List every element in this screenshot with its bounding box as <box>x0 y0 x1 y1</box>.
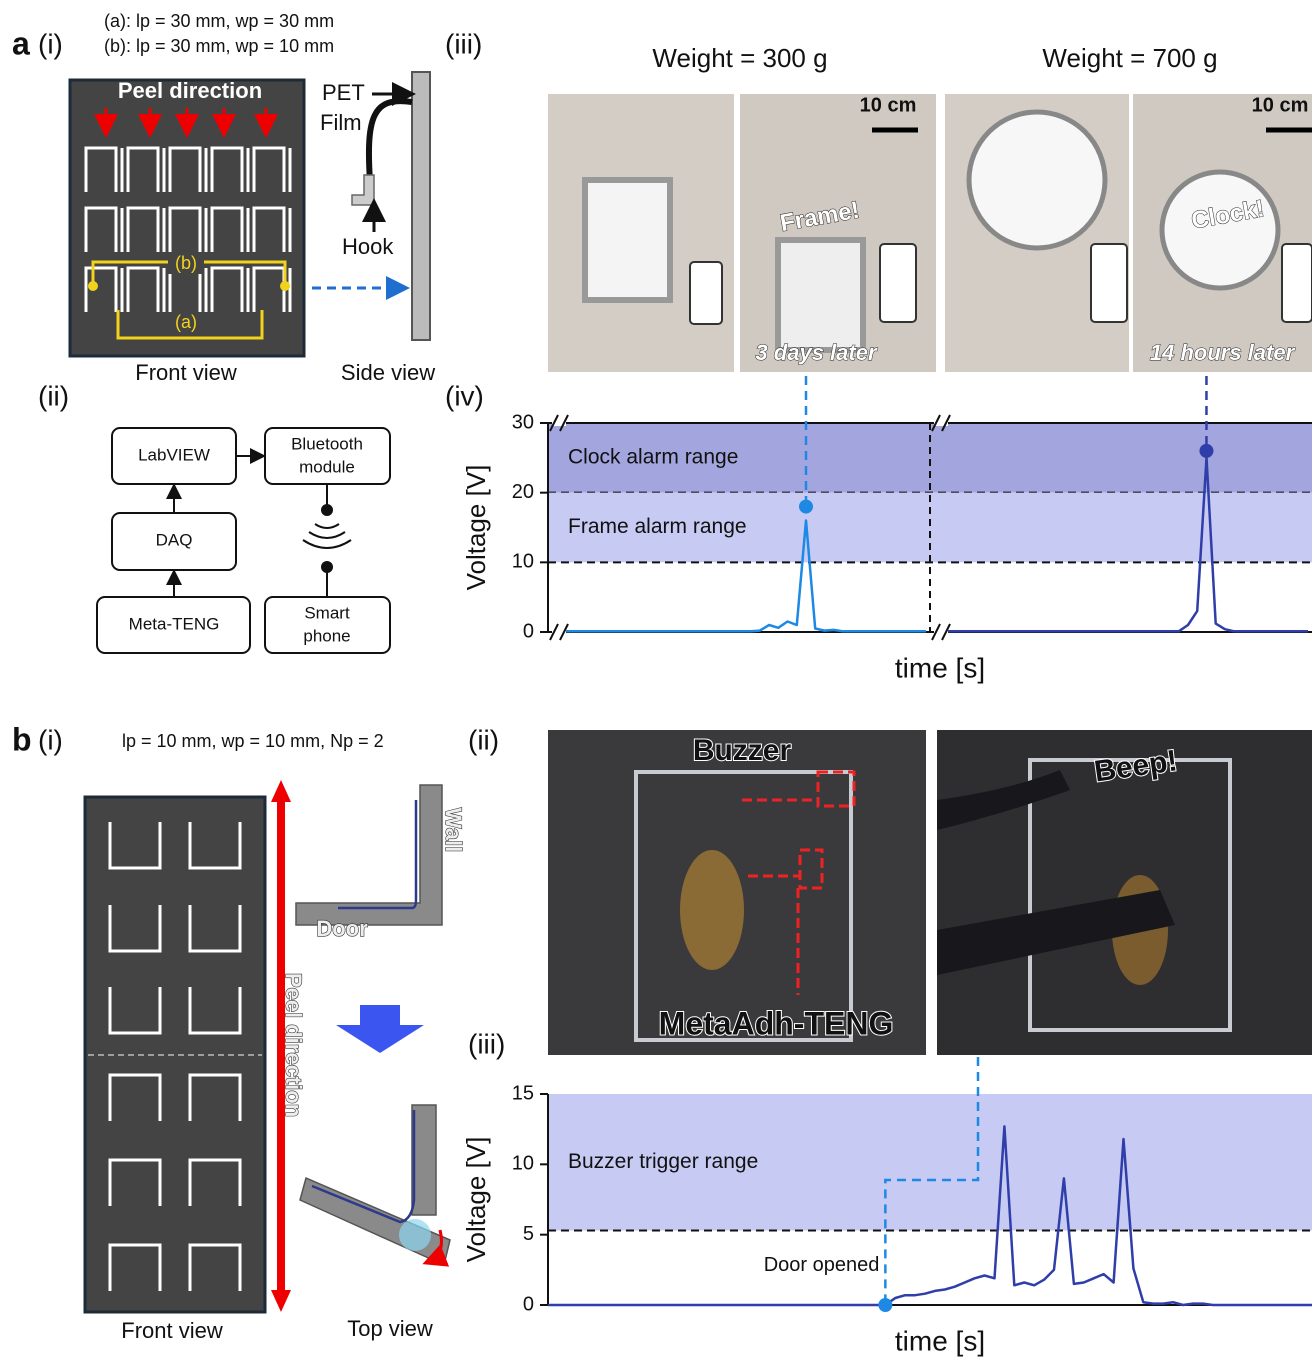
side-label: PET <box>322 80 365 105</box>
y-tick-label: 0 <box>523 620 534 642</box>
phone <box>1282 244 1312 322</box>
top-label: Door <box>316 916 368 941</box>
hook <box>352 175 374 205</box>
peel-label: Peel direction <box>118 78 262 103</box>
param: lp = 10 mm, wp = 10 mm, Np = 2 <box>122 731 384 751</box>
sub-label: (ii) <box>468 724 499 755</box>
block-label: Bluetooth <box>291 434 363 453</box>
photo-caption: 14 hours later <box>1150 340 1296 365</box>
range-label: Clock alarm range <box>568 445 738 468</box>
photo-label: MetaAdh-TENG <box>659 1005 894 1041</box>
y-axis-label: Voltage [V] <box>461 1137 491 1263</box>
y-tick-label: 20 <box>512 481 534 503</box>
phone <box>690 262 722 324</box>
y-tick-label: 0 <box>523 1293 534 1315</box>
photo-title: Weight = 300 g <box>652 43 827 73</box>
bracket-dot <box>88 281 98 291</box>
block-label: LabVIEW <box>138 445 210 464</box>
y-tick-label: 10 <box>512 1153 534 1175</box>
clock-object <box>969 112 1105 248</box>
caption: Side view <box>341 360 435 385</box>
vase <box>680 850 744 970</box>
peak-marker <box>799 500 813 514</box>
panel-letter: a <box>12 25 30 61</box>
clock-object <box>1162 172 1278 288</box>
sub-label: (iv) <box>445 380 484 411</box>
bracket-label: (b) <box>175 253 197 273</box>
param: (b): lp = 30 mm, wp = 10 mm <box>104 36 334 56</box>
sub-label: (ii) <box>38 380 69 411</box>
x-axis-label: time [s] <box>895 1325 985 1356</box>
transition-arrow <box>336 1005 424 1053</box>
peel-label: Peel direction <box>281 973 306 1117</box>
block-label: Meta-TENG <box>129 614 220 633</box>
y-tick-label: 5 <box>523 1223 534 1245</box>
photo-title: Weight = 700 g <box>1042 43 1217 73</box>
side-label: Film <box>320 110 362 135</box>
top-label: Wall <box>441 808 466 852</box>
range-label: Buzzer trigger range <box>568 1150 758 1173</box>
phone <box>1091 244 1127 322</box>
peak-marker <box>1199 444 1213 458</box>
y-tick-label: 30 <box>512 411 534 433</box>
wireless <box>303 524 351 548</box>
wall <box>412 72 430 340</box>
sub-label: (i) <box>38 724 63 755</box>
block-label: module <box>299 457 355 476</box>
node <box>321 504 333 516</box>
photo-label: Buzzer <box>693 734 792 767</box>
event-marker <box>878 1298 892 1312</box>
x-axis-label: time [s] <box>895 652 985 683</box>
sub-label: (iii) <box>468 1028 505 1059</box>
spark <box>399 1219 431 1251</box>
caption: Top view <box>347 1316 433 1341</box>
caption: Front view <box>121 1318 223 1343</box>
range-label: Frame alarm range <box>568 515 747 538</box>
wall-door <box>296 785 442 925</box>
param: (a): lp = 30 mm, wp = 30 mm <box>104 11 334 31</box>
sub-label: (i) <box>38 28 63 59</box>
frame-object <box>585 180 670 300</box>
y-axis-label: Voltage [V] <box>461 465 491 591</box>
panel-letter: b <box>12 721 32 757</box>
y-tick-label: 10 <box>512 551 534 573</box>
side-label: Hook <box>342 234 394 259</box>
scale-label: 10 cm <box>1252 94 1309 116</box>
caption: Front view <box>135 360 237 385</box>
block-label: Smart <box>304 603 350 622</box>
film <box>369 101 412 182</box>
bracket-label: (a) <box>175 312 197 332</box>
bracket-dot <box>280 281 290 291</box>
wall <box>412 1105 436 1215</box>
frame-object <box>778 240 863 350</box>
annotation: Door opened <box>764 1254 880 1276</box>
phone <box>880 244 916 322</box>
block-label: DAQ <box>156 530 193 549</box>
block-label: phone <box>303 626 350 645</box>
figure: a (i) (a): lp = 30 mm, wp = 30 mm (b): l… <box>0 0 1312 1360</box>
sub-label: (iii) <box>445 28 482 59</box>
film <box>338 800 416 908</box>
photo-caption: 3 days later <box>755 340 878 365</box>
scale-label: 10 cm <box>860 94 917 116</box>
y-tick-label: 15 <box>512 1082 534 1104</box>
